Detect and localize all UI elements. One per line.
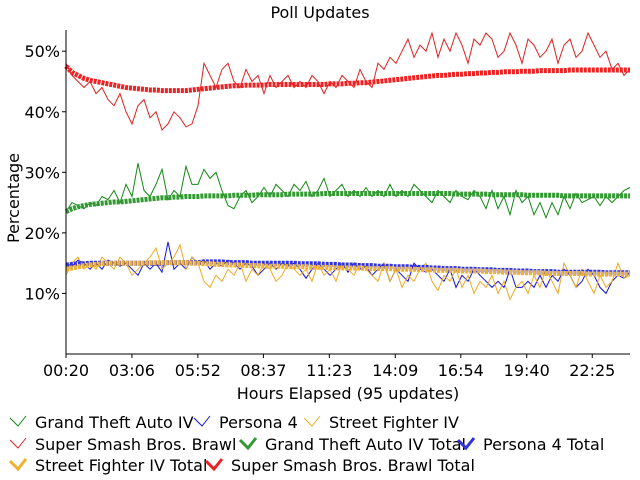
- series-line-super-smash-bros-brawl: [65, 31, 631, 131]
- legend-item-grand-theft-auto-iv-total: Grand Theft Auto IV Total: [238, 435, 466, 454]
- x-tick-label: 00:20: [43, 361, 89, 380]
- x-tick-label: 14:09: [372, 361, 418, 380]
- legend-swatch: [9, 415, 27, 427]
- legend-item-persona-4-total: Persona 4 Total: [456, 435, 604, 454]
- x-axis-label: Hours Elapsed (95 updates): [237, 384, 460, 403]
- series-line-street-fighter-iv-total: [65, 260, 630, 277]
- legend-item-grand-theft-auto-iv: Grand Theft Auto IV: [9, 413, 194, 432]
- x-tick-label: 19:40: [504, 361, 550, 380]
- legend-label: Super Smash Bros. Brawl: [35, 435, 236, 454]
- legend-swatch: [204, 458, 224, 472]
- series-line-super-smash-bros-brawl-total: [64, 64, 630, 94]
- legend-label: Street Fighter IV: [329, 413, 459, 432]
- legend-swatch: [193, 415, 211, 427]
- x-tick-label: 11:23: [306, 361, 352, 380]
- legend: Grand Theft Auto IV Persona 4 Street Fight…: [8, 413, 604, 475]
- x-tick-label: 08:37: [240, 361, 286, 380]
- y-ticks: 10% 20% 30% 40% 50%: [24, 42, 66, 303]
- legend-label: Super Smash Bros. Brawl Total: [231, 456, 475, 475]
- legend-swatch: [9, 437, 27, 449]
- y-tick-label: 50%: [24, 42, 60, 61]
- y-axis-label: Percentage: [4, 153, 23, 243]
- x-ticks: 00:20 03:06 05:52 08:37 11:23 14:09 16:54 19:40…: [43, 354, 615, 380]
- series-line-persona-4: [65, 241, 631, 295]
- legend-item-persona-4: Persona 4: [193, 413, 298, 432]
- x-tick-label: 16:54: [438, 361, 484, 380]
- series-line-grand-theft-auto-iv: [65, 163, 631, 220]
- x-tick-label: 22:25: [569, 361, 615, 380]
- legend-label: Street Fighter IV Total: [35, 456, 207, 475]
- legend-item-street-fighter-iv-total: Street Fighter IV Total: [8, 456, 207, 475]
- legend-item-street-fighter-iv: Street Fighter IV: [303, 413, 459, 432]
- legend-label: Grand Theft Auto IV: [35, 413, 194, 432]
- legend-swatch: [303, 415, 321, 427]
- legend-swatch: [238, 437, 258, 451]
- x-tick-label: 05:52: [175, 361, 221, 380]
- legend-swatch: [456, 437, 476, 451]
- y-tick-label: 20%: [24, 224, 60, 243]
- y-tick-label: 30%: [24, 163, 60, 182]
- y-tick-label: 40%: [24, 103, 60, 122]
- legend-item-super-smash-bros-brawl: Super Smash Bros. Brawl: [9, 435, 236, 454]
- series-layer: [64, 31, 631, 301]
- y-tick-label: 10%: [24, 284, 60, 303]
- legend-label: Grand Theft Auto IV Total: [265, 435, 466, 454]
- legend-item-super-smash-bros-brawl-total: Super Smash Bros. Brawl Total: [204, 456, 475, 475]
- x-tick-label: 03:06: [109, 361, 155, 380]
- legend-swatch: [8, 458, 28, 472]
- legend-label: Persona 4: [219, 413, 298, 432]
- chart-title: Poll Updates: [270, 3, 369, 22]
- legend-label: Persona 4 Total: [483, 435, 604, 454]
